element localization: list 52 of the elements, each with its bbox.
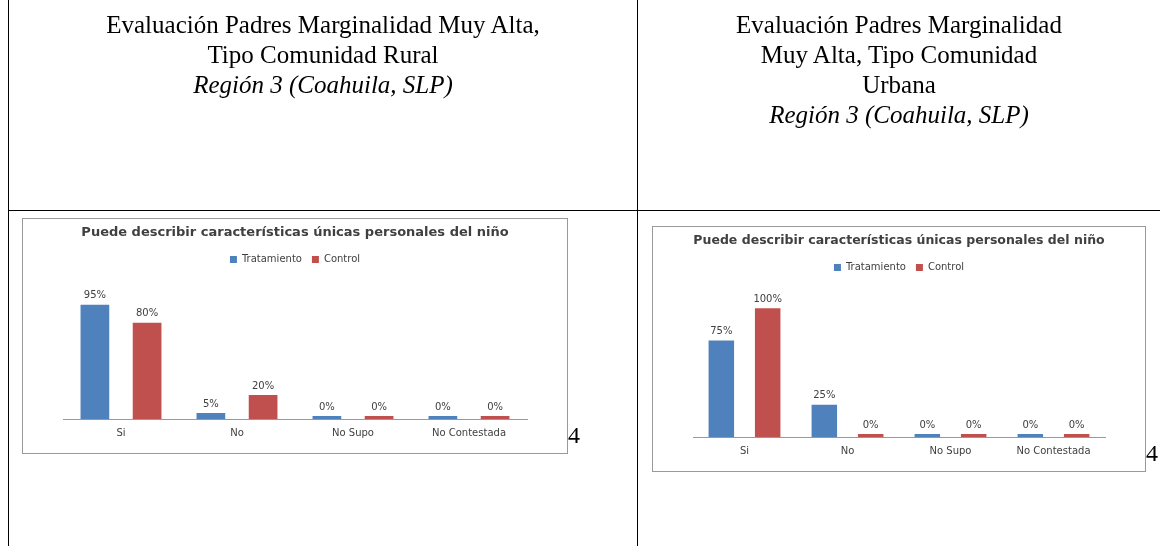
data-label: 95% xyxy=(83,289,107,301)
x-tick-label: No Contestada xyxy=(1016,444,1091,456)
data-label: 0% xyxy=(1022,418,1039,430)
bar xyxy=(248,394,278,419)
legend-label: Tratamiento xyxy=(844,261,906,273)
text: Evaluación Padres Marginalidad Muy Alta, Tipo Comunidad Rural xyxy=(105,10,541,70)
data-label: 5% xyxy=(202,397,219,409)
data-label: 0% xyxy=(1068,418,1085,430)
x-tick-label: No xyxy=(230,426,244,438)
bar xyxy=(708,340,735,437)
data-label: 0% xyxy=(371,400,388,412)
bar xyxy=(80,304,110,419)
x-tick-label: No xyxy=(840,444,855,456)
legend-label: Control xyxy=(927,261,965,273)
bar xyxy=(428,416,458,419)
legend-label: Control xyxy=(323,253,361,265)
bar xyxy=(132,322,162,419)
chart-title: Puede describir características únicas personales del niño xyxy=(81,224,509,240)
data-label: 0% xyxy=(487,400,504,412)
data-label: 0% xyxy=(862,418,879,430)
data-label: 80% xyxy=(135,307,159,319)
x-tick-label: Si xyxy=(739,444,750,456)
data-label: 25% xyxy=(813,389,836,401)
data-label: 0% xyxy=(919,418,936,430)
data-label: 75% xyxy=(710,325,733,337)
legend-label: Tratamiento xyxy=(240,253,302,265)
bar xyxy=(364,416,394,419)
data-label: 0% xyxy=(434,400,451,412)
data-label: 0% xyxy=(965,418,982,430)
bar xyxy=(811,404,838,437)
bar xyxy=(1017,434,1044,437)
x-tick-label: No Contestada xyxy=(431,426,507,438)
text: Región 3 (Coahuila, SLP) xyxy=(768,100,1030,130)
bar xyxy=(480,416,510,419)
x-tick-label: No Supo xyxy=(929,444,972,456)
x-tick-label: Si xyxy=(116,426,126,438)
text: 4 xyxy=(568,422,580,449)
data-label: 100% xyxy=(753,292,782,304)
data-label: 20% xyxy=(251,379,275,391)
bar xyxy=(754,308,781,437)
data-label: 0% xyxy=(318,400,335,412)
text: Evaluación Padres Marginalidad Muy Alta, Tipo Comunidad Urbana xyxy=(735,10,1063,100)
bar xyxy=(1063,434,1090,437)
bar xyxy=(312,416,342,419)
text: 4 xyxy=(1146,440,1158,467)
bar xyxy=(914,434,941,437)
chart-title: Puede describir características únicas personales del niño xyxy=(693,231,1105,248)
x-tick-label: No Supo xyxy=(332,426,374,438)
bar xyxy=(196,412,226,419)
bar xyxy=(857,434,884,437)
bar xyxy=(960,434,987,437)
text: Región 3 (Coahuila, SLP) xyxy=(192,70,454,100)
